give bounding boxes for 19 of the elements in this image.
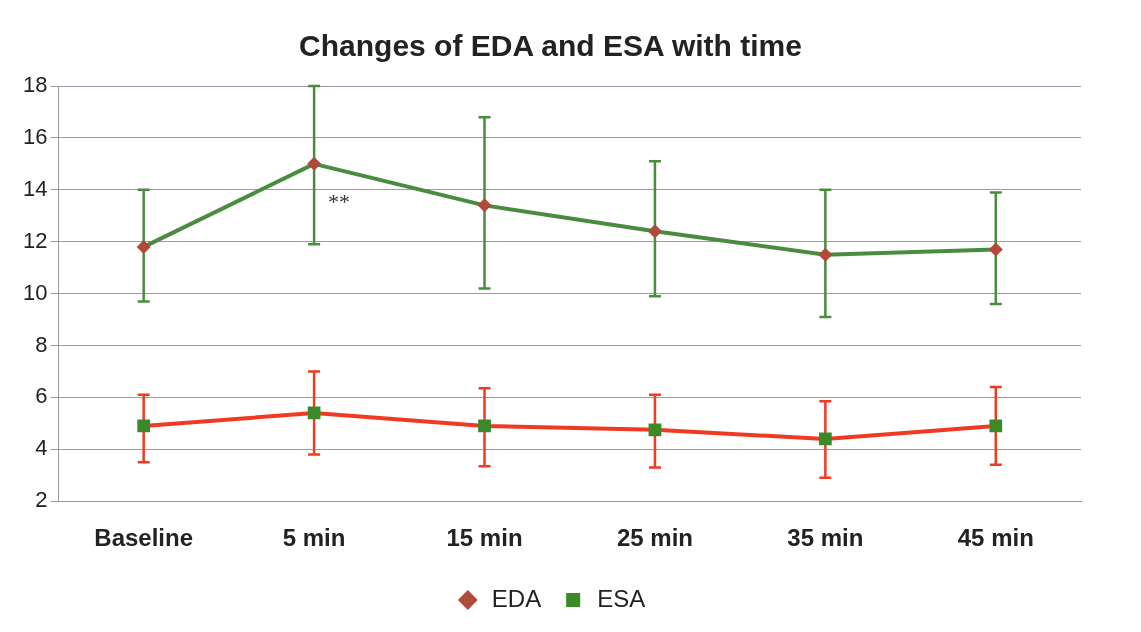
y-tick-label: 6 xyxy=(35,383,48,409)
y-tick-label: 4 xyxy=(35,435,48,461)
y-tick-label: 2 xyxy=(35,487,48,513)
y-tick-label: 14 xyxy=(22,175,48,201)
legend-label: EDA xyxy=(491,584,542,612)
annotation: ** xyxy=(328,188,351,214)
y-tick-label: 18 xyxy=(22,72,48,98)
x-tick-label: 15 min xyxy=(446,524,523,552)
y-tick-label: 8 xyxy=(35,331,48,357)
x-tick-label: 5 min xyxy=(282,524,346,552)
x-tick-label: 45 min xyxy=(957,524,1034,552)
y-tick-label: 12 xyxy=(22,227,48,253)
legend-label: ESA xyxy=(597,584,646,612)
y-tick-label: 16 xyxy=(22,123,48,149)
x-tick-label: Baseline xyxy=(94,524,194,552)
x-tick-label: 35 min xyxy=(787,524,864,552)
y-tick-label: 10 xyxy=(22,279,48,305)
chart-title: Changes of EDA and ESA with time xyxy=(299,29,802,63)
x-tick-label: 25 min xyxy=(616,524,693,552)
